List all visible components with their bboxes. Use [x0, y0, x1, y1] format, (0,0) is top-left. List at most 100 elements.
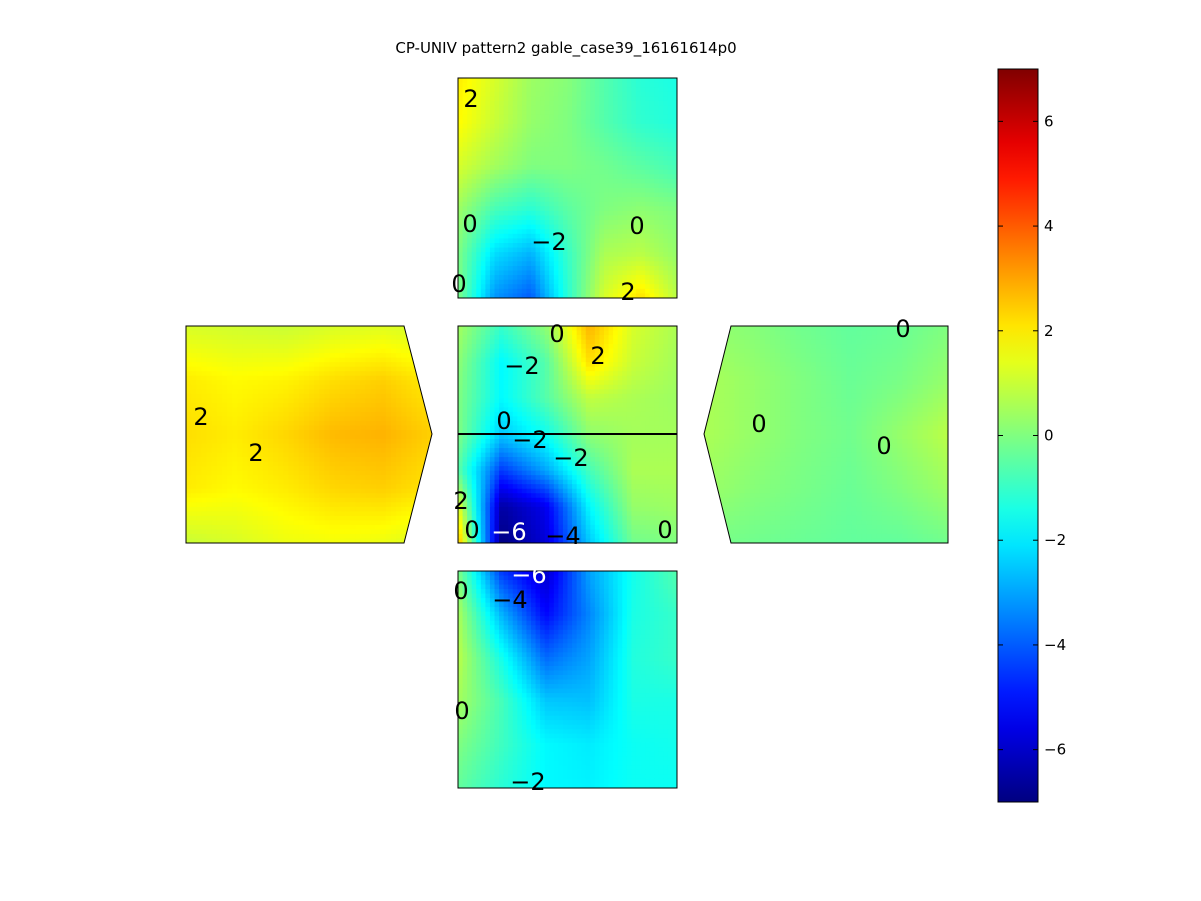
contour-cell: [604, 293, 610, 298]
contour-cell: [667, 330, 674, 336]
contour-cell: [385, 371, 392, 377]
contour-cell: [622, 344, 628, 350]
contour-cell: [380, 411, 387, 418]
contour-cell: [471, 229, 477, 235]
contour-cell: [476, 133, 482, 139]
contour-cell: [355, 497, 361, 503]
contour-cell: [191, 466, 197, 472]
contour-cell: [499, 201, 505, 207]
contour-cell: [485, 229, 491, 235]
contour-cell: [613, 326, 619, 332]
contour-cell: [196, 457, 202, 463]
contour-cell: [631, 279, 637, 285]
contour-cell: [458, 353, 464, 359]
contour-cell: [613, 192, 619, 198]
contour-cell: [599, 344, 605, 350]
contour-cell: [186, 434, 192, 440]
contour-cell: [471, 174, 477, 180]
contour-cell: [562, 160, 569, 166]
contour-cell: [196, 461, 202, 467]
contour-cell: [380, 389, 387, 395]
contour-cell: [288, 434, 295, 440]
contour-cell: [232, 339, 238, 345]
contour-cell: [640, 105, 646, 111]
contour-cell: [654, 188, 660, 194]
contour-cell: [626, 220, 632, 226]
contour-cell: [273, 511, 279, 517]
contour-cell: [227, 506, 233, 512]
contour-cell: [594, 247, 601, 253]
contour-cell: [329, 511, 336, 517]
contour-cell: [476, 229, 482, 235]
contour-cell: [517, 169, 523, 175]
contour-cell: [544, 293, 550, 298]
contour-cell: [268, 520, 274, 526]
contour-cell: [613, 279, 619, 285]
contour-cell: [594, 78, 601, 84]
contour-cell: [585, 326, 591, 332]
contour-cell: [391, 506, 397, 512]
contour-cell: [375, 389, 382, 395]
contour-cell: [658, 192, 664, 198]
contour-cell: [667, 326, 674, 332]
contour-cell: [526, 348, 532, 354]
contour-cell: [344, 439, 351, 445]
contour-cell: [288, 502, 295, 508]
contour-cell: [512, 105, 518, 111]
contour-cell: [667, 137, 674, 143]
contour-cell: [658, 330, 664, 336]
contour-cell: [309, 488, 315, 494]
contour-cell: [462, 119, 468, 125]
contour-cell: [544, 357, 550, 363]
contour-cell: [572, 119, 578, 125]
contour-cell: [232, 439, 238, 445]
contour-cell: [526, 114, 532, 120]
contour-cell: [526, 210, 532, 217]
contour-cell: [503, 288, 509, 295]
contour-cell: [667, 210, 674, 217]
contour-cell: [576, 357, 582, 363]
contour-cell: [471, 247, 477, 253]
contour-cell: [462, 357, 468, 363]
contour-cell: [268, 389, 274, 395]
contour-cell: [309, 533, 315, 540]
contour-cell: [385, 457, 392, 463]
contour-cell: [576, 91, 582, 97]
contour-cell: [344, 429, 351, 436]
contour-cell: [370, 330, 377, 336]
contour-cell: [391, 407, 397, 413]
contour-cell: [391, 371, 397, 377]
contour-cell: [590, 192, 596, 198]
contour-cell: [385, 407, 392, 413]
contour-cell: [581, 247, 587, 253]
contour-cell: [257, 529, 264, 535]
contour-cell: [293, 371, 300, 377]
contour-cell: [512, 284, 518, 290]
contour-cell: [485, 146, 491, 152]
contour-cell: [227, 398, 233, 404]
contour-cell: [613, 105, 619, 111]
contour-cell: [512, 128, 518, 134]
contour-cell: [521, 330, 528, 336]
contour-cell: [567, 270, 573, 276]
contour-cell: [508, 238, 514, 244]
contour-cell: [339, 393, 346, 399]
contour-cell: [380, 425, 387, 431]
contour-cell: [499, 229, 505, 235]
contour-cell: [594, 339, 601, 345]
contour-cell: [572, 91, 578, 97]
contour-cell: [237, 416, 243, 422]
contour-cell: [503, 146, 509, 152]
contour-cell: [227, 411, 233, 418]
contour-cell: [247, 353, 254, 359]
contour-cell: [334, 538, 341, 543]
contour-cell: [613, 233, 619, 240]
contour-cell: [191, 425, 197, 431]
contour-cell: [663, 169, 669, 175]
contour-cell: [344, 488, 351, 494]
contour-cell: [613, 229, 619, 235]
contour-cell: [329, 493, 336, 499]
contour-cell: [252, 389, 259, 395]
contour-cell: [262, 357, 269, 363]
contour-cell: [334, 533, 341, 540]
